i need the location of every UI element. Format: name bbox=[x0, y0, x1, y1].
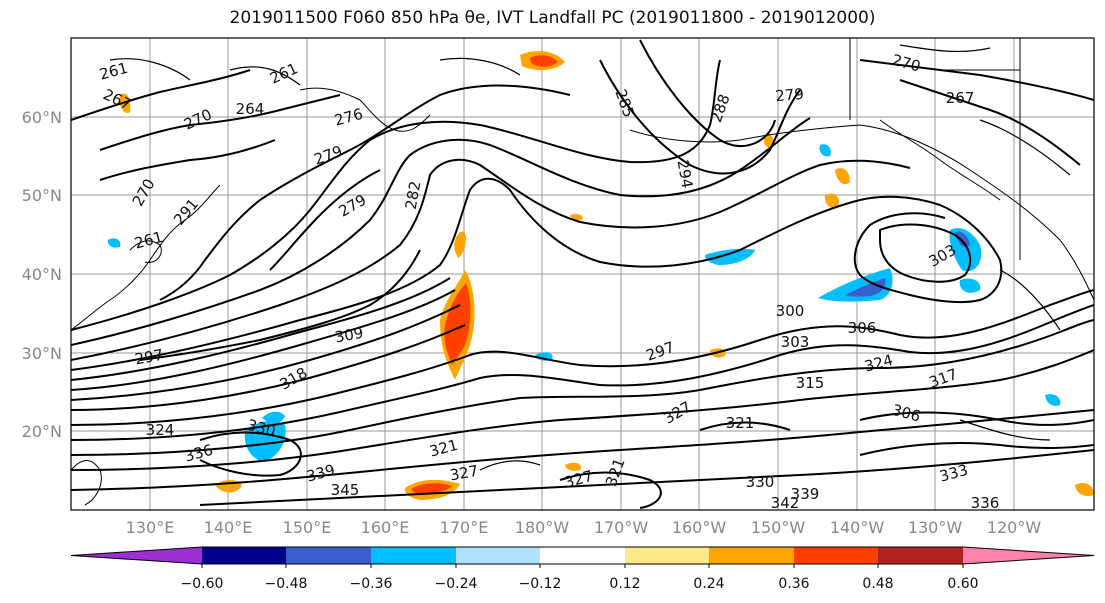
latitude-label: 40°N bbox=[22, 265, 62, 284]
contour-label: 294 bbox=[674, 158, 697, 189]
colorbar-tick-label: −0.24 bbox=[435, 576, 478, 592]
latitude-label: 60°N bbox=[22, 108, 62, 127]
longitude-label: 130°E bbox=[126, 518, 175, 537]
latitude-labels: 60°N 50°N 40°N 30°N 20°N bbox=[22, 108, 62, 441]
colorbar-extend-min bbox=[71, 547, 202, 564]
colorbar-segment bbox=[540, 547, 625, 564]
longitude-label: 150°W bbox=[751, 518, 806, 537]
longitude-label: 140°W bbox=[830, 518, 885, 537]
colorbar-segment bbox=[456, 547, 540, 564]
colorbar-tick-label: −0.36 bbox=[350, 576, 393, 592]
colorbar-tick-label: −0.48 bbox=[265, 576, 308, 592]
colorbar-tick-labels: −0.60 −0.48 −0.36 −0.24 −0.12 0.12 0.24 0.36 0.4… bbox=[181, 564, 979, 592]
colorbar-tick-label: −0.60 bbox=[181, 576, 224, 592]
longitude-label: 160°W bbox=[672, 518, 727, 537]
longitude-label: 180°W bbox=[515, 518, 570, 537]
colorbar-segment bbox=[371, 547, 456, 564]
longitude-label: 170°W bbox=[594, 518, 649, 537]
colorbar-segment bbox=[202, 547, 286, 564]
colorbar-segment bbox=[625, 547, 709, 564]
contour-label: 315 bbox=[796, 374, 825, 392]
contour-label: 306 bbox=[848, 319, 877, 337]
contour-label: 264 bbox=[236, 100, 265, 118]
longitude-label: 130°W bbox=[908, 518, 963, 537]
contour-label: 339 bbox=[791, 485, 820, 503]
longitude-label: 150°E bbox=[283, 518, 332, 537]
fine-contours bbox=[109, 44, 1071, 471]
contour-label: 267 bbox=[946, 89, 975, 107]
colorbar-tick-label: 0.48 bbox=[862, 576, 893, 592]
longitude-label: 160°E bbox=[361, 518, 410, 537]
shading-patches bbox=[107, 50, 1094, 500]
colorbar-tick-label: 0.12 bbox=[609, 576, 640, 592]
longitude-labels: 130°E 140°E 150°E 160°E 170°E 180°W 170°W 160°W… bbox=[126, 518, 1042, 537]
contour-label: 345 bbox=[331, 481, 360, 499]
latitude-label: 30°N bbox=[22, 344, 62, 363]
contour-label: 336 bbox=[971, 494, 1000, 512]
longitude-label: 120°W bbox=[987, 518, 1042, 537]
colorbar-tick-label: 0.24 bbox=[693, 576, 724, 592]
colorbar bbox=[70, 546, 1095, 565]
latitude-label: 20°N bbox=[22, 422, 62, 441]
contour-label: 309 bbox=[333, 324, 364, 347]
contour-label: 300 bbox=[776, 302, 805, 320]
contour-label: 303 bbox=[781, 333, 810, 351]
contour-label: 279 bbox=[775, 85, 805, 105]
colorbar-tick-label: 0.36 bbox=[778, 576, 809, 592]
contour-label: 330 bbox=[746, 473, 775, 491]
map-border bbox=[70, 37, 1095, 511]
contour-label: 342 bbox=[771, 494, 800, 512]
contour-label: 297 bbox=[133, 346, 164, 369]
colorbar-tick-label: 0.60 bbox=[947, 576, 978, 592]
theta-e-contours bbox=[71, 39, 1094, 509]
colorbar-segment bbox=[709, 547, 794, 564]
map-title: 2019011500 F060 850 hPa θe, IVT Landfall… bbox=[229, 8, 876, 28]
colorbar-extend-max bbox=[963, 547, 1094, 564]
longitude-label: 170°E bbox=[440, 518, 489, 537]
colorbar-tick-label: −0.12 bbox=[519, 576, 562, 592]
graticule bbox=[71, 38, 1094, 510]
contour-label: 321 bbox=[726, 414, 755, 432]
longitude-label: 140°E bbox=[204, 518, 253, 537]
colorbar-segment bbox=[286, 547, 371, 564]
colorbar-segment bbox=[878, 547, 963, 564]
contour-label: 327 bbox=[448, 462, 479, 485]
latitude-label: 50°N bbox=[22, 186, 62, 205]
contour-label: 324 bbox=[146, 421, 175, 439]
contour-label: 282 bbox=[402, 179, 425, 210]
colorbar-segment bbox=[794, 547, 878, 564]
